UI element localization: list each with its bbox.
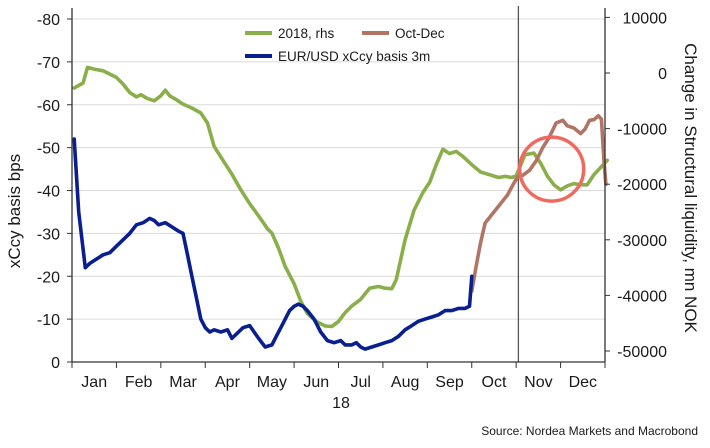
y-left-tick-label: -50 xyxy=(37,141,60,158)
legend-label-2018: 2018, rhs xyxy=(278,26,335,41)
y-left-tick-label: -70 xyxy=(37,55,60,72)
y-left-tick-label: -20 xyxy=(37,269,60,286)
y-left-tick-label: -40 xyxy=(37,184,60,201)
series-line-eur-usd-xccy-basis-3m xyxy=(72,137,474,351)
left-axis-ticks: 0 -10 -20 -30 -40 -50 -60 -70 -80 xyxy=(37,12,72,372)
annotation-group xyxy=(517,135,586,203)
x-tick-label: May xyxy=(257,374,287,391)
y-left-tick-label: -80 xyxy=(37,12,60,29)
x-tick-label: Mar xyxy=(169,374,197,391)
x-tick-label: Jun xyxy=(303,374,329,391)
y-left-tick-label: 0 xyxy=(51,355,60,372)
x-tick-label: Apr xyxy=(215,374,241,391)
legend-label-eurusd: EUR/USD xCcy basis 3m xyxy=(278,49,430,64)
right-axis-ticks: 10000 0 -10000 -20000 -30000 -40000 -50000 xyxy=(605,10,667,361)
series-line-2018-rhs xyxy=(72,65,609,329)
y-left-tick-label: -60 xyxy=(37,98,60,115)
x-tick-label: Jul xyxy=(350,374,370,391)
x-tick-label: Dec xyxy=(569,374,597,391)
y-right-tick-label: -30000 xyxy=(617,233,667,250)
y-right-tick-label: -10000 xyxy=(617,122,667,139)
gridlines xyxy=(72,18,605,320)
y-left-tick-label: -30 xyxy=(37,226,60,243)
source-note: Source: Nordea Markets and Macrobond xyxy=(481,424,698,438)
circle-annotation xyxy=(517,135,586,203)
legend-label-oct-dec: Oct-Dec xyxy=(395,26,445,41)
y-right-tick-label: -40000 xyxy=(617,288,667,305)
x-tick-label: Sep xyxy=(435,374,464,391)
x-axis-ticks: Jan Feb Mar Apr May Jun Jul Aug Sep Oct Nov Dec xyxy=(71,362,606,391)
x-axis-year-label: 18 xyxy=(332,395,350,412)
series-group xyxy=(72,65,609,351)
y-right-tick-label: -50000 xyxy=(617,344,667,361)
y-axis-left-title: xCcy basis bps xyxy=(5,154,24,268)
x-tick-label: Jan xyxy=(81,374,107,391)
y-right-tick-label: 10000 xyxy=(623,10,668,27)
y-right-tick-label: 0 xyxy=(658,66,667,83)
y-axis-right-title: Change in Structural liquidity, mn NOK xyxy=(681,43,700,333)
y-left-tick-label: -10 xyxy=(37,312,60,329)
x-tick-label: Feb xyxy=(125,374,153,391)
x-tick-label: Oct xyxy=(482,374,507,391)
x-tick-label: Aug xyxy=(391,374,419,391)
legend: 2018, rhs Oct-Dec EUR/USD xCcy basis 3m xyxy=(245,26,445,64)
series-line-oct-dec xyxy=(470,114,608,293)
y-right-tick-label: -20000 xyxy=(617,177,667,194)
x-tick-label: Nov xyxy=(524,374,552,391)
